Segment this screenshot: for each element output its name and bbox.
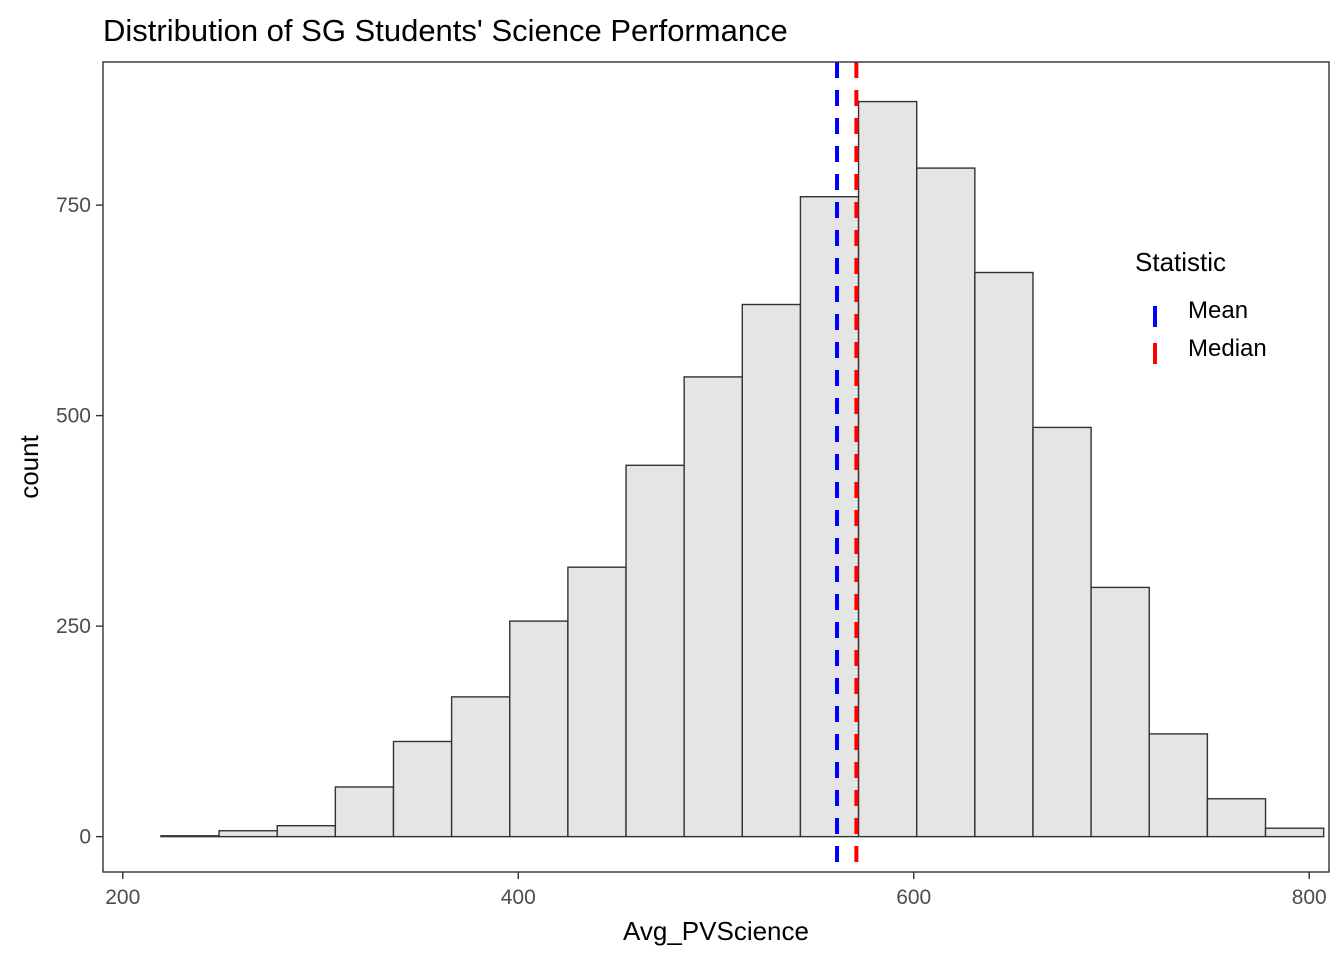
legend-label-mean: Mean (1188, 297, 1248, 324)
histogram-bar-4 (334, 786, 395, 838)
panel-border (102, 61, 1330, 873)
histogram-bar-9 (625, 464, 685, 838)
histogram-bar-3 (276, 824, 337, 838)
histogram-bar-6 (450, 696, 511, 838)
plot-panel (102, 61, 1330, 873)
histogram-bar-10 (683, 376, 743, 838)
histogram-bar-17 (1090, 586, 1150, 838)
histogram-bar-2 (218, 830, 278, 838)
y-axis: 0 250 500 750 (56, 194, 103, 849)
histogram-bar-7 (509, 620, 569, 838)
histogram-bar-20 (1264, 827, 1325, 838)
histogram-bar-19 (1206, 798, 1267, 838)
x-axis: 200 400 600 800 (105, 872, 1327, 909)
histogram-bar-14 (916, 167, 976, 838)
legend-item-mean: Mean (1153, 297, 1248, 327)
y-tick-label-750: 750 (56, 194, 91, 217)
y-tick-label-500: 500 (56, 405, 91, 428)
chart-title: Distribution of SG Students' Science Per… (103, 13, 788, 48)
x-axis-title: Avg_PVScience (623, 916, 809, 946)
legend-title: Statistic (1135, 247, 1226, 277)
y-tick-label-0: 0 (79, 826, 91, 849)
legend-item-median: Median (1153, 335, 1267, 364)
histogram-bar-16 (1032, 426, 1092, 838)
histogram-bar-12 (799, 196, 860, 838)
histogram-bars (160, 100, 1325, 838)
histogram-bar-8 (567, 566, 627, 838)
histogram-bar-5 (392, 740, 453, 838)
y-tick-label-250: 250 (56, 615, 91, 638)
legend-label-median: Median (1188, 335, 1267, 362)
x-tick-label-200: 200 (105, 886, 140, 909)
histogram-bar-1 (160, 835, 220, 838)
histogram-bar-15 (974, 271, 1034, 838)
x-tick-label-800: 800 (1292, 886, 1327, 909)
histogram-bar-13 (857, 100, 918, 838)
y-axis-title: count (14, 434, 44, 498)
histogram-bar-18 (1148, 733, 1209, 838)
x-tick-label-400: 400 (501, 886, 536, 909)
reference-lines (835, 62, 859, 872)
x-tick-label-600: 600 (896, 886, 931, 909)
legend: Statistic Mean Median (1135, 247, 1267, 364)
histogram-bar-11 (741, 303, 802, 838)
